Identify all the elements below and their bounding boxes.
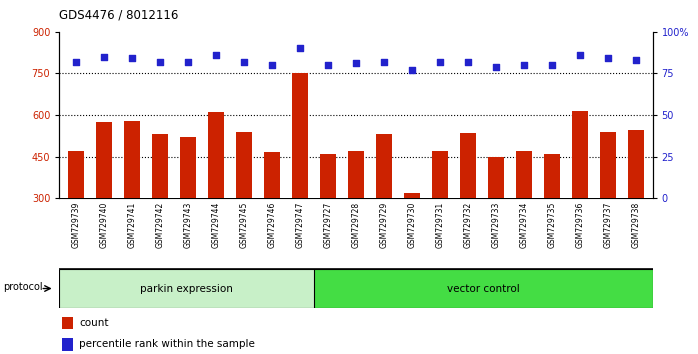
Point (154, 59, 165, 65)
Text: GSM729746: GSM729746 (267, 202, 276, 248)
Bar (237, 132, 252, 281)
Text: count: count (79, 318, 108, 328)
Point (126, 56, 138, 61)
Text: GSM729741: GSM729741 (128, 202, 137, 248)
Bar (488, 156, 503, 281)
Text: GSM729729: GSM729729 (380, 202, 389, 248)
Bar (209, 112, 224, 281)
Bar (572, 111, 588, 281)
Bar (517, 151, 532, 281)
Point (211, 52, 222, 58)
Point (406, 67, 417, 73)
Bar (348, 151, 364, 281)
Text: GSM729742: GSM729742 (156, 202, 165, 248)
Bar (628, 130, 644, 281)
Text: GSM729745: GSM729745 (239, 202, 248, 248)
Text: percentile rank within the sample: percentile rank within the sample (79, 339, 255, 349)
Text: vector control: vector control (447, 284, 519, 293)
Bar (600, 132, 616, 281)
Bar (404, 193, 419, 281)
Bar (124, 121, 140, 281)
Bar (544, 154, 560, 281)
Text: GSM729743: GSM729743 (184, 202, 193, 248)
Bar (152, 135, 168, 281)
Point (322, 62, 334, 68)
Bar (62, 338, 73, 350)
Text: GSM729728: GSM729728 (352, 202, 360, 248)
Bar (292, 74, 308, 281)
Point (490, 64, 501, 70)
Point (98, 54, 110, 59)
Bar (313, 269, 653, 308)
Point (547, 62, 558, 68)
Text: GSM729727: GSM729727 (323, 202, 332, 248)
Text: GSM729731: GSM729731 (436, 202, 445, 248)
Point (239, 59, 250, 65)
Point (350, 61, 362, 66)
Point (295, 46, 306, 51)
Bar (68, 151, 84, 281)
Point (378, 59, 389, 65)
Point (434, 59, 445, 65)
Text: GSM729738: GSM729738 (631, 202, 640, 248)
Point (574, 52, 586, 58)
Point (267, 62, 278, 68)
Point (519, 62, 530, 68)
Bar (96, 122, 112, 281)
Bar (59, 269, 313, 308)
Point (70, 59, 82, 65)
Text: GSM729733: GSM729733 (491, 202, 500, 248)
Text: parkin expression: parkin expression (140, 284, 233, 293)
Text: GSM729747: GSM729747 (295, 202, 304, 248)
Point (602, 56, 614, 61)
Text: GSM729735: GSM729735 (547, 202, 556, 248)
Text: GSM729734: GSM729734 (519, 202, 528, 248)
Text: GSM729730: GSM729730 (408, 202, 417, 248)
Text: GSM729744: GSM729744 (211, 202, 221, 248)
Point (182, 59, 193, 65)
Text: protocol: protocol (3, 281, 43, 292)
Bar (376, 135, 392, 281)
Text: GSM729739: GSM729739 (72, 202, 81, 248)
Bar (460, 133, 475, 281)
Text: GSM729737: GSM729737 (603, 202, 612, 248)
Bar (265, 153, 280, 281)
Bar (320, 154, 336, 281)
Bar (62, 316, 73, 329)
Text: GDS4476 / 8012116: GDS4476 / 8012116 (59, 8, 179, 21)
Point (462, 59, 473, 65)
Point (630, 57, 641, 63)
Bar (432, 151, 447, 281)
Text: GSM729736: GSM729736 (575, 202, 584, 248)
Text: GSM729740: GSM729740 (100, 202, 109, 248)
Bar (180, 137, 195, 281)
Text: GSM729732: GSM729732 (463, 202, 473, 248)
